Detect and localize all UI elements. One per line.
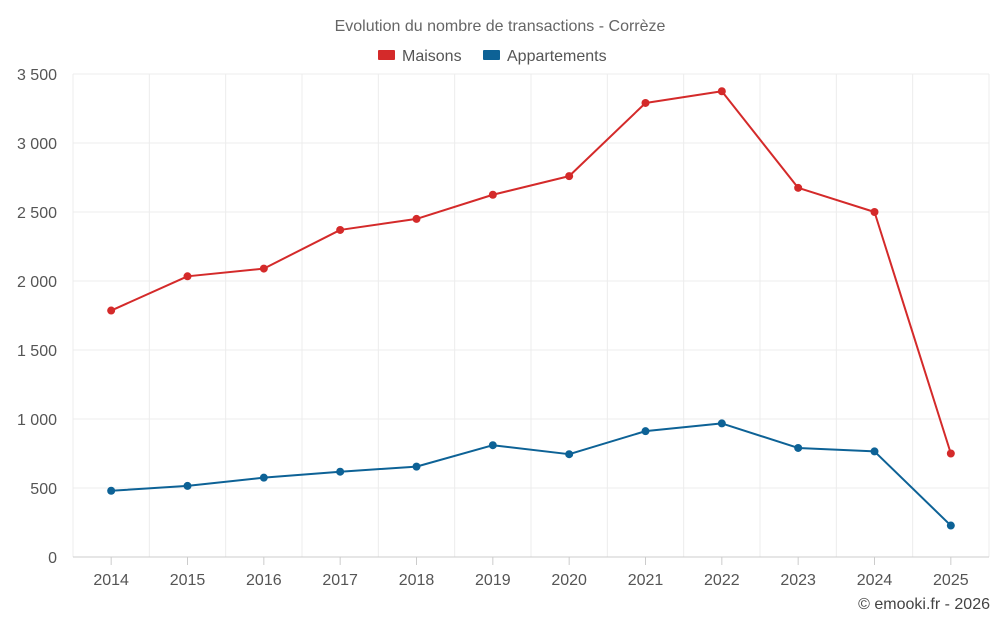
legend-item-maisons[interactable]: Maisons <box>378 48 462 65</box>
x-tick-label: 2023 <box>780 572 816 589</box>
x-tick-label: 2022 <box>704 572 740 589</box>
data-point[interactable] <box>412 214 421 223</box>
data-point[interactable] <box>717 87 726 96</box>
x-axis: 2014 2015 2016 2017 2018 2019 2020 2021 2022 2023… <box>73 556 989 589</box>
data-point[interactable] <box>183 481 192 490</box>
series-line <box>110 90 952 455</box>
y-tick-label: 1 500 <box>17 343 57 360</box>
legend-label: Maisons <box>402 48 462 65</box>
x-tick-label: 2016 <box>246 572 282 589</box>
data-point[interactable] <box>870 447 879 456</box>
data-point[interactable] <box>641 427 650 436</box>
x-tick-label: 2019 <box>475 572 511 589</box>
x-tick-label: 2014 <box>93 572 129 589</box>
data-point[interactable] <box>107 306 116 315</box>
y-tick-label: 3 500 <box>17 67 57 84</box>
x-tick-label: 2017 <box>322 572 358 589</box>
chart-title: Evolution du nombre de transactions - Co… <box>335 18 666 35</box>
data-point[interactable] <box>565 450 574 459</box>
x-tick-label: 2025 <box>933 572 969 589</box>
chart-legend: Maisons Appartements <box>378 48 607 65</box>
data-point[interactable] <box>794 183 803 192</box>
series-maisons <box>107 87 955 458</box>
y-axis: 0 500 1 000 1 500 2 000 2 500 3 000 3 500 <box>17 67 57 567</box>
data-point[interactable] <box>107 486 116 495</box>
data-point[interactable] <box>870 208 879 216</box>
data-point[interactable] <box>412 462 421 471</box>
y-tick-label: 3 000 <box>17 136 57 153</box>
legend-label: Appartements <box>507 48 607 65</box>
legend-item-appartements[interactable]: Appartements <box>483 48 607 65</box>
data-point[interactable] <box>259 473 268 482</box>
data-point[interactable] <box>183 272 192 281</box>
grid-lines <box>72 73 990 557</box>
data-point[interactable] <box>336 225 345 234</box>
data-point[interactable] <box>641 98 650 107</box>
y-tick-label: 2 500 <box>17 205 57 222</box>
legend-swatch <box>483 50 500 60</box>
data-point[interactable] <box>946 521 955 530</box>
legend-swatch <box>378 50 395 60</box>
x-tick-label: 2024 <box>857 572 893 589</box>
y-tick-label: 1 000 <box>17 412 57 429</box>
x-tick-label: 2021 <box>628 572 664 589</box>
y-tick-label: 2 000 <box>17 274 57 291</box>
data-point[interactable] <box>488 441 497 450</box>
data-point[interactable] <box>488 190 497 199</box>
x-tick-label: 2020 <box>551 572 587 589</box>
series-group <box>107 87 955 530</box>
data-point[interactable] <box>565 172 574 181</box>
data-point[interactable] <box>946 449 955 458</box>
credit-text: © emooki.fr - 2026 <box>858 596 990 613</box>
data-point[interactable] <box>717 419 726 428</box>
x-tick-label: 2015 <box>170 572 206 589</box>
series-line <box>110 422 952 527</box>
data-point[interactable] <box>259 264 268 273</box>
x-tick-label: 2018 <box>399 572 435 589</box>
data-point[interactable] <box>794 443 803 452</box>
y-tick-label: 500 <box>30 481 57 498</box>
data-point[interactable] <box>336 467 345 476</box>
series-appartements <box>107 419 955 530</box>
y-tick-label: 0 <box>48 550 57 567</box>
